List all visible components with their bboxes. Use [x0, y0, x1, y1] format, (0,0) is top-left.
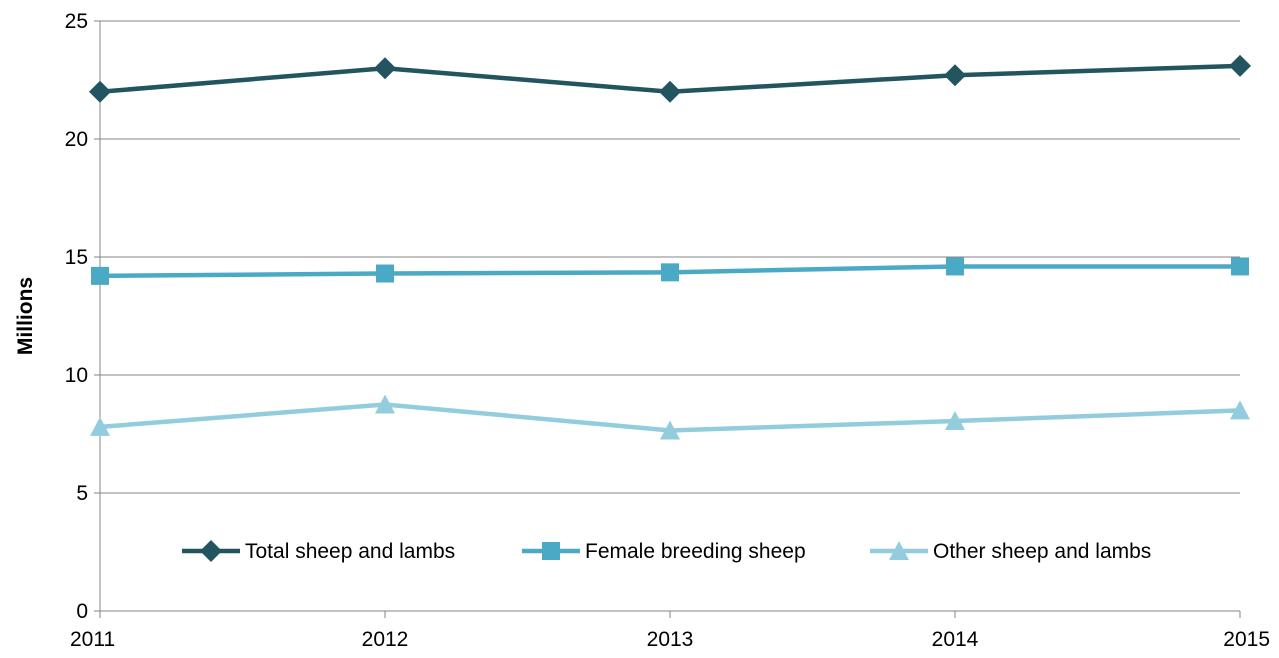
series-group [89, 54, 1251, 440]
legend: Total sheep and lambs Female breeding she… [182, 540, 1151, 563]
legend-item-2: Female breeding sheep [522, 540, 806, 563]
legend-label: Total sheep and lambs [245, 540, 455, 563]
x-tick-label: 2011 [70, 628, 115, 651]
data-point [946, 257, 964, 276]
data-point [375, 394, 395, 414]
data-point [376, 264, 394, 283]
data-point [89, 80, 111, 103]
data-point [374, 57, 396, 80]
data-point [945, 411, 965, 431]
data-point [661, 263, 679, 282]
x-tick-label: 2014 [932, 628, 979, 651]
legend-label: Other sheep and lambs [933, 540, 1151, 563]
y-tick-label: 10 [65, 364, 88, 387]
legend-marker [542, 542, 560, 560]
data-point [1229, 54, 1251, 77]
y-tick-label: 20 [65, 128, 88, 151]
data-point [659, 80, 681, 103]
legend-item-1: Total sheep and lambs [182, 540, 455, 563]
series-1 [89, 54, 1251, 103]
legend-marker [200, 540, 222, 562]
data-point [91, 266, 109, 285]
x-tick-label: 2013 [647, 628, 694, 651]
x-tick-label: 2012 [362, 628, 409, 651]
legend-label: Female breeding sheep [585, 540, 806, 563]
data-point [1230, 400, 1250, 420]
series-2 [91, 257, 1249, 285]
y-tick-label: 25 [65, 10, 88, 33]
legend-item-3: Other sheep and lambs [870, 540, 1151, 563]
axes: 0 5 10 15 20 25 2011 2012 2013 2014 2015 [65, 10, 1270, 651]
gridlines [100, 20, 1240, 494]
data-point [944, 64, 966, 87]
y-axis-title: Millions [14, 277, 37, 355]
x-tick-label: 2015 [1223, 628, 1270, 651]
data-point [660, 420, 680, 440]
series-3 [90, 394, 1250, 440]
y-tick-label: 0 [76, 600, 88, 623]
y-tick-label: 15 [65, 246, 88, 269]
data-point [1231, 257, 1249, 276]
y-tick-label: 5 [76, 482, 88, 505]
data-point [90, 416, 110, 436]
legend-marker [889, 541, 909, 560]
